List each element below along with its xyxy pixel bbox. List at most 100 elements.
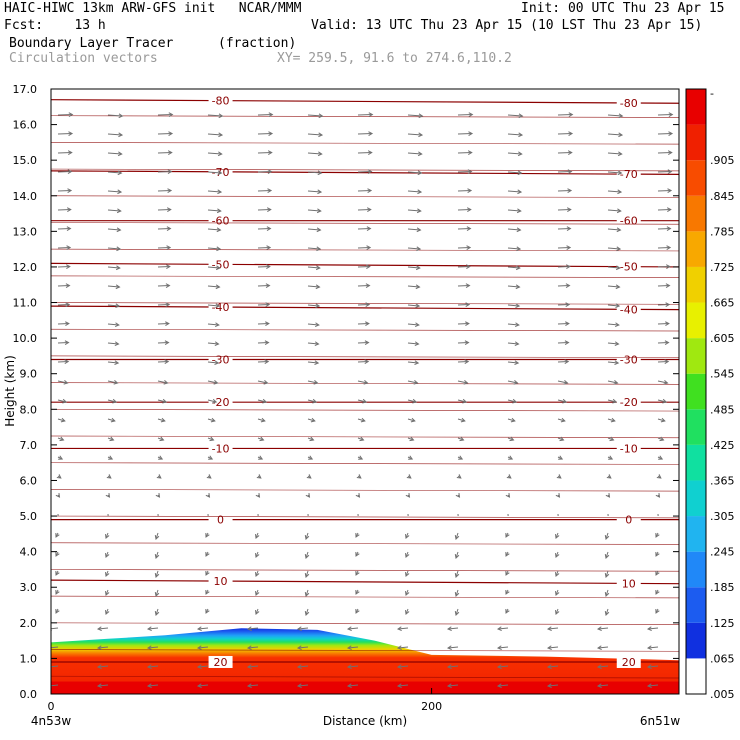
vector-arrowhead — [555, 533, 560, 539]
vector-arrowhead — [304, 572, 310, 578]
vector-arrowhead — [646, 645, 652, 651]
vector-arrowhead — [96, 683, 102, 689]
vector-arrowhead — [217, 170, 223, 176]
contour-label: 10 — [214, 575, 228, 588]
vector-arrowhead — [166, 245, 172, 250]
vector-arrowhead — [154, 534, 160, 540]
vector-arrow — [507, 114, 523, 117]
vector-arrow — [457, 190, 472, 192]
vector-arrow — [155, 589, 159, 597]
vector-arrowhead — [609, 436, 615, 442]
contour-label: -50 — [620, 261, 638, 274]
y-tick-label: 2.0 — [20, 617, 38, 630]
vector-arrowhead — [166, 207, 172, 212]
vector-arrowhead — [604, 591, 610, 597]
vector-arrowhead — [396, 683, 402, 689]
vector-arrowhead — [546, 645, 552, 651]
vector-arrow — [457, 361, 469, 363]
vector-arrow — [357, 380, 368, 384]
vector-arrowhead — [265, 283, 271, 288]
vector-arrow — [347, 646, 359, 649]
contour-label-bg — [208, 94, 233, 107]
vector-arrow — [407, 342, 419, 345]
colorbar-label: .065 — [710, 652, 735, 665]
vector-arrowhead — [205, 570, 210, 576]
vector-arrowhead — [510, 417, 516, 423]
vector-arrow — [307, 152, 322, 155]
vector-arrowhead — [416, 208, 422, 214]
vector-arrow — [507, 285, 520, 288]
vector-arrowhead — [468, 131, 474, 136]
vector-arrow — [507, 380, 518, 384]
vector-arrow — [607, 323, 619, 326]
vector-arrow — [107, 152, 122, 155]
vector-arrowhead — [213, 380, 219, 385]
vector-arrowhead — [216, 246, 222, 252]
vector-arrow — [257, 342, 269, 344]
vector-arrow — [97, 684, 109, 687]
vector-arrow — [507, 418, 515, 422]
vector-arrowhead — [314, 360, 320, 366]
colorbar-label: .605 — [710, 332, 735, 345]
vector-arrow — [305, 551, 309, 559]
vector-arrowhead — [406, 474, 412, 479]
vector-arrow — [157, 209, 171, 211]
vector-arrowhead — [496, 626, 502, 632]
vector-arrowhead — [666, 207, 672, 212]
vector-arrow — [57, 380, 68, 384]
isotherm-line — [51, 462, 679, 465]
isotherm-line — [51, 275, 679, 278]
vector-arrowhead — [362, 398, 368, 404]
vector-arrow — [407, 152, 422, 155]
vector-arrowhead — [365, 321, 370, 327]
vector-arrowhead — [267, 169, 273, 174]
vector-arrowhead — [513, 380, 519, 385]
contour-label-bg — [208, 214, 233, 227]
vector-arrowhead — [196, 664, 202, 670]
vector-arrow — [357, 133, 373, 135]
vector-arrowhead — [146, 664, 152, 670]
contour-label-bg — [616, 303, 641, 316]
vector-arrow — [647, 665, 659, 668]
vector-arrowhead — [160, 417, 166, 423]
contour-label: -80 — [620, 97, 638, 110]
vector-arrowhead — [613, 380, 619, 385]
vector-arrow — [407, 114, 423, 117]
vector-arrowhead — [568, 131, 574, 136]
vector-arrowhead — [463, 380, 469, 385]
vector-arrowhead — [308, 455, 314, 460]
vector-arrowhead — [314, 341, 320, 347]
vector-arrowhead — [255, 590, 260, 596]
vector-arrow — [307, 247, 321, 250]
vector-arrowhead — [209, 436, 215, 442]
vector-arrowhead — [655, 532, 660, 538]
vector-arrowhead — [265, 264, 271, 269]
vector-arrowhead — [646, 683, 652, 689]
vector-arrowhead — [418, 132, 424, 138]
vector-arrowhead — [114, 322, 120, 328]
vector-arrow — [597, 646, 609, 649]
vector-arrow — [357, 247, 371, 249]
vector-arrowhead — [159, 436, 165, 442]
vector-arrowhead — [355, 551, 360, 557]
vector-arrow — [207, 285, 220, 288]
vector-arrow — [657, 247, 671, 249]
vector-arrowhead — [466, 226, 472, 231]
y-tick-label: 7.0 — [20, 439, 38, 452]
vector-arrow — [207, 380, 218, 384]
vector-arrowhead — [655, 492, 661, 498]
vector-arrow — [307, 380, 318, 384]
vector-arrowhead — [668, 131, 674, 136]
vector-arrow — [307, 323, 319, 326]
vector-arrowhead — [454, 572, 460, 578]
vector-arrowhead — [154, 610, 160, 616]
vector-arrow — [207, 266, 220, 269]
vector-arrowhead — [514, 360, 520, 366]
vector-arrow — [647, 684, 659, 687]
vector-arrowhead — [96, 626, 102, 632]
vector-arrowhead — [446, 626, 452, 632]
vector-arrowhead — [116, 246, 122, 252]
vector-arrowhead — [117, 151, 123, 157]
vector-arrow — [657, 418, 665, 422]
vector-arrow — [107, 266, 120, 269]
